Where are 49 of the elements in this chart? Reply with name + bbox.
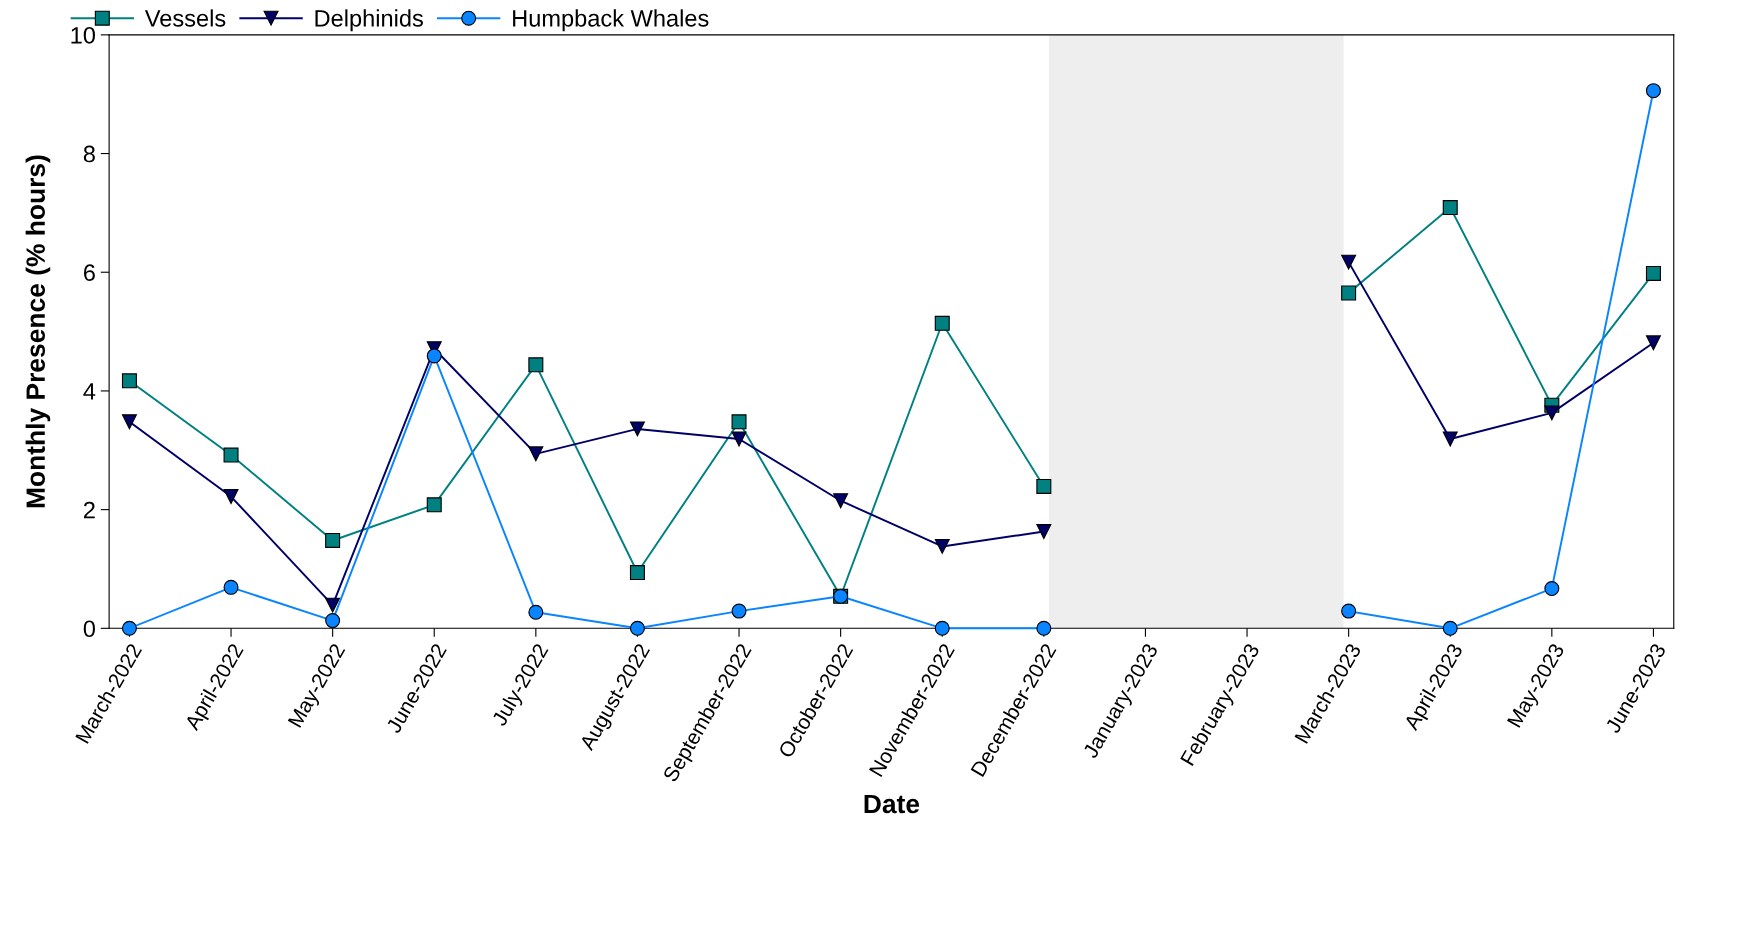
point: [731, 414, 747, 430]
point: [325, 613, 341, 629]
point: [1442, 620, 1458, 636]
point: [528, 357, 544, 373]
point: [121, 620, 137, 636]
y-axis-title: Monthly Presence (% hours): [25, 155, 51, 508]
point: [629, 421, 645, 437]
point: [1036, 524, 1052, 540]
legend-label: Delphinids: [315, 9, 423, 32]
point: [1341, 254, 1357, 270]
x-axis-title: Date: [864, 794, 920, 814]
point: [1341, 603, 1357, 619]
legend-label: Vessels: [144, 9, 226, 27]
point: [1036, 620, 1052, 636]
point: [1442, 431, 1458, 447]
y-tick-label: 8: [83, 145, 95, 163]
point: [1645, 83, 1661, 99]
y-tick-label: 6: [83, 264, 95, 282]
point: [223, 447, 239, 463]
point: [1442, 200, 1458, 216]
point: [325, 597, 341, 613]
point: [1645, 265, 1661, 281]
point: [121, 373, 137, 389]
legend-label: Humpback Whales: [513, 9, 709, 32]
point: [325, 532, 341, 548]
point: [223, 579, 239, 595]
point: [1341, 285, 1357, 301]
point: [934, 620, 950, 636]
point: [1036, 478, 1052, 494]
point: [223, 489, 239, 505]
point: [1544, 405, 1560, 421]
point: [1645, 335, 1661, 351]
point: [833, 493, 849, 509]
point: [731, 431, 747, 447]
point: [934, 315, 950, 331]
point: [528, 604, 544, 620]
y-tick-label: 4: [83, 383, 96, 400]
point: [629, 620, 645, 636]
point: [426, 497, 442, 513]
y-tick-label: 2: [83, 501, 95, 519]
point: [426, 348, 442, 364]
point: [629, 565, 645, 581]
point: [1544, 581, 1560, 597]
y-tick-label: 0: [83, 620, 95, 638]
point: [528, 446, 544, 462]
y-tick-label: 10: [71, 26, 95, 44]
point: [934, 538, 950, 554]
point: [121, 414, 137, 430]
point: [731, 603, 747, 619]
